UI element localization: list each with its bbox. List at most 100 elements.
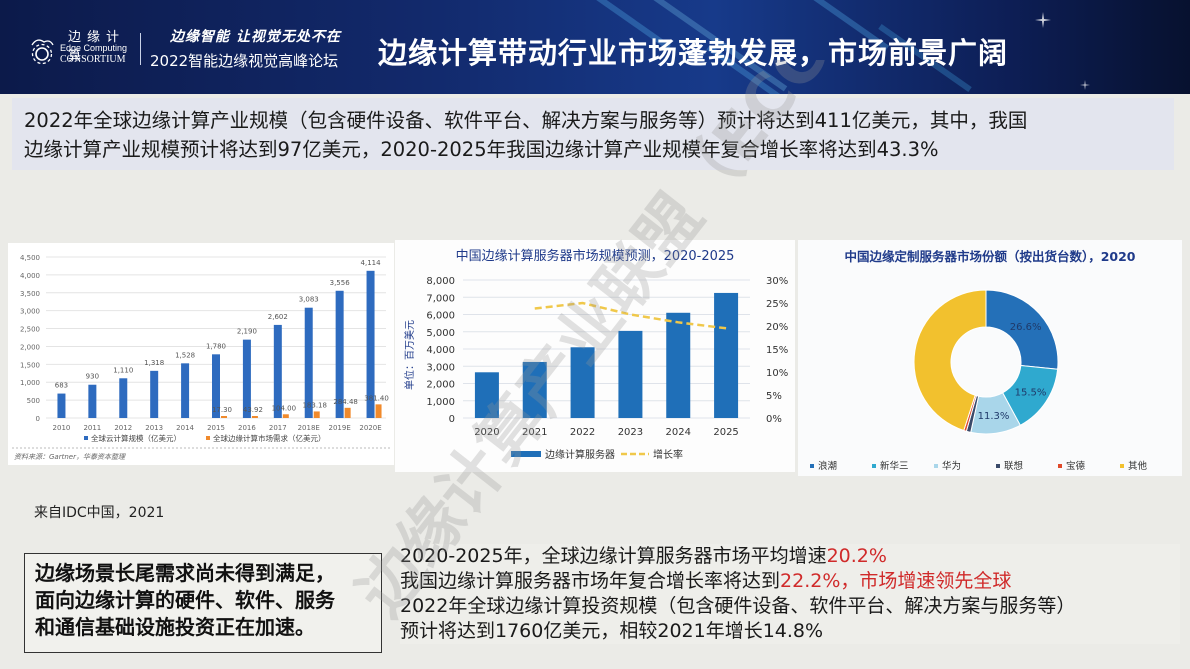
y-tick-right: 20% [766, 322, 788, 333]
slogan-line2: 2022智能边缘视觉高峰论坛 [150, 52, 339, 70]
y-tick: 500 [27, 397, 40, 405]
bar-edge [251, 416, 258, 418]
highlight-global-growth: 20.2% [826, 545, 887, 567]
legend-label: 华为 [942, 460, 961, 472]
chart-global-cloud-vs-edge: 0 500 1,000 1,500 2,000 2,500 3,000 3,500 4,000 4… [8, 243, 394, 465]
legend-label: 联想 [1004, 460, 1024, 472]
x-tick: 2018E [298, 424, 320, 432]
value-label: 4,114 [361, 259, 382, 267]
highlight-china-growth: 22.2%，市场增速领先全球 [780, 570, 1012, 592]
chart-title: 中国边缘计算服务器市场规模预测，2020-2025 [456, 248, 735, 264]
value-label: 17.30 [212, 406, 232, 414]
logo-en-line2: CONSORTIUM [60, 54, 126, 65]
value-label: 1,528 [175, 351, 195, 359]
x-tick: 2013 [145, 424, 163, 432]
legend-label: 新华三 [880, 460, 909, 472]
x-tick: 2022 [570, 427, 595, 438]
bar-cloud [242, 339, 251, 418]
legend-label: 边缘计算服务器 [545, 448, 615, 461]
header-divider [140, 33, 141, 65]
y-tick: 4,000 [20, 272, 40, 280]
bar-edge-server [522, 361, 547, 418]
x-tick: 2012 [114, 424, 132, 432]
intro-line2: 边缘计算产业规模预计将达到97亿美元，2020-2025年我国边缘计算产业规模年… [24, 138, 939, 161]
y-tick: 2,000 [20, 343, 40, 351]
donut-chart-market-share: 中国边缘定制服务器市场份额（按出货台数），2020 26.6% 15.5% 11.3%… [810, 249, 1148, 472]
x-tick: 2025 [713, 427, 738, 438]
value-label: 1,780 [206, 342, 226, 350]
x-tick: 2021 [522, 427, 547, 438]
x-tick: 2016 [238, 424, 256, 432]
bottom-line2-text: 我国边缘计算服务器市场年复合增长率将达到 [400, 570, 781, 592]
donut-slice [913, 289, 987, 432]
y-tick-left: 2,000 [426, 380, 455, 391]
legend-label: 浪潮 [818, 460, 837, 472]
legend-swatch [872, 464, 876, 468]
y-tick-right: 25% [766, 299, 788, 310]
bottom-line2: 我国边缘计算服务器市场年复合增长率将达到22.2%，市场增速领先全球 [400, 569, 1180, 594]
legend-swatch [1058, 464, 1062, 468]
value-label: 930 [86, 373, 99, 381]
callout-line2: 面向边缘计算的硬件、软件、服务 [35, 588, 335, 612]
value-label: 2,602 [268, 313, 288, 321]
legend-label: 全球云计算规模（亿美元） [91, 433, 181, 443]
y-tick-right: 0% [766, 414, 782, 425]
value-label: 284.48 [333, 398, 358, 406]
bar-cloud [304, 307, 313, 418]
legend-swatch [996, 464, 1000, 468]
bottom-line3: 2022年全球边缘计算投资规模（包含硬件设备、软件平台、解决方案与服务等） [400, 595, 1076, 617]
bottom-line4: 预计将达到1760亿美元，相较2021年增长14.8% [400, 620, 824, 642]
x-tick: 2023 [618, 427, 643, 438]
y-tick: 1,000 [20, 379, 40, 387]
x-tick: 2020E [359, 424, 381, 432]
y-tick-left: 5,000 [426, 328, 455, 339]
bar-cloud [335, 290, 344, 418]
bottom-summary: 2020-2025年，全球边缘计算服务器市场平均增速20.2% 我国边缘计算服务… [400, 544, 1180, 644]
bar-cloud [366, 270, 375, 418]
legend-swatch [84, 436, 88, 440]
bar-cloud [273, 324, 282, 418]
slide-header: 边缘计算 Edge Computing CONSORTIUM 边缘智能 让视觉无… [0, 0, 1190, 94]
intro-line1: 2022年全球边缘计算产业规模（包含硬件设备、软件平台、解决方案与服务等）预计将… [24, 109, 1028, 132]
bar-cloud [119, 378, 128, 418]
x-tick: 2010 [53, 424, 71, 432]
y-tick: 2,500 [20, 326, 40, 334]
source-note: 来自IDC中国，2021 [34, 505, 165, 521]
forum-slogan: 边缘智能 让视觉无处不在 2022智能边缘视觉高峰论坛 [150, 26, 341, 71]
growth-line [534, 301, 727, 330]
y-tick-left: 1,000 [426, 397, 455, 408]
logo-cn-text: 边缘计算 [68, 30, 126, 64]
value-label: 1,318 [144, 359, 164, 367]
y-tick-left: 6,000 [426, 311, 455, 322]
y-tick: 1,500 [20, 361, 40, 369]
chart-edge-server-share: 中国边缘定制服务器市场份额（按出货台数），2020 26.6% 15.5% 11.3%… [798, 240, 1182, 476]
value-label: 2,190 [237, 328, 257, 336]
callout-line3: 和通信基础设施投资正在加速。 [35, 615, 315, 639]
y-axis-label: 单位：百万美元 [403, 320, 416, 390]
slogan-line1: 边缘智能 让视觉无处不在 [170, 29, 341, 45]
bar-line-chart-edge-server: 中国边缘计算服务器市场规模预测，2020-2025 0 1,000 2,000 3,00… [403, 248, 788, 461]
chart-footnote: 资料来源：Gartner，华泰资本整理 [14, 453, 126, 461]
y-tick-right: 10% [766, 368, 788, 379]
x-tick: 2020 [474, 427, 499, 438]
bar-edge [375, 404, 382, 418]
ecc-logo: 边缘计算 Edge Computing CONSORTIUM [28, 26, 133, 70]
y-tick-right: 30% [766, 276, 788, 287]
value-label: 3,556 [330, 279, 351, 287]
chart-china-edge-server-forecast: 中国边缘计算服务器市场规模预测，2020-2025 0 1,000 2,000 3,00… [395, 240, 795, 472]
logo-en-line1: Edge Computing [60, 43, 128, 53]
bar-cloud [57, 393, 66, 418]
bar-edge [313, 411, 320, 418]
bar-edge [282, 414, 289, 418]
legend-swatch [810, 464, 814, 468]
bar-cloud [150, 370, 159, 418]
legend-swatch [511, 451, 541, 457]
y-tick: 3,000 [20, 308, 40, 316]
chart-title: 中国边缘定制服务器市场份额（按出货台数），2020 [844, 249, 1135, 264]
donut-slice [985, 289, 1059, 370]
bar-cloud [212, 354, 220, 418]
intro-summary: 2022年全球边缘计算产业规模（包含硬件设备、软件平台、解决方案与服务等）预计将… [12, 98, 1174, 170]
x-tick: 2019E [329, 424, 351, 432]
bottom-line1: 2020-2025年，全球边缘计算服务器市场平均增速20.2% [400, 544, 1180, 569]
value-label: 43.92 [243, 406, 263, 414]
